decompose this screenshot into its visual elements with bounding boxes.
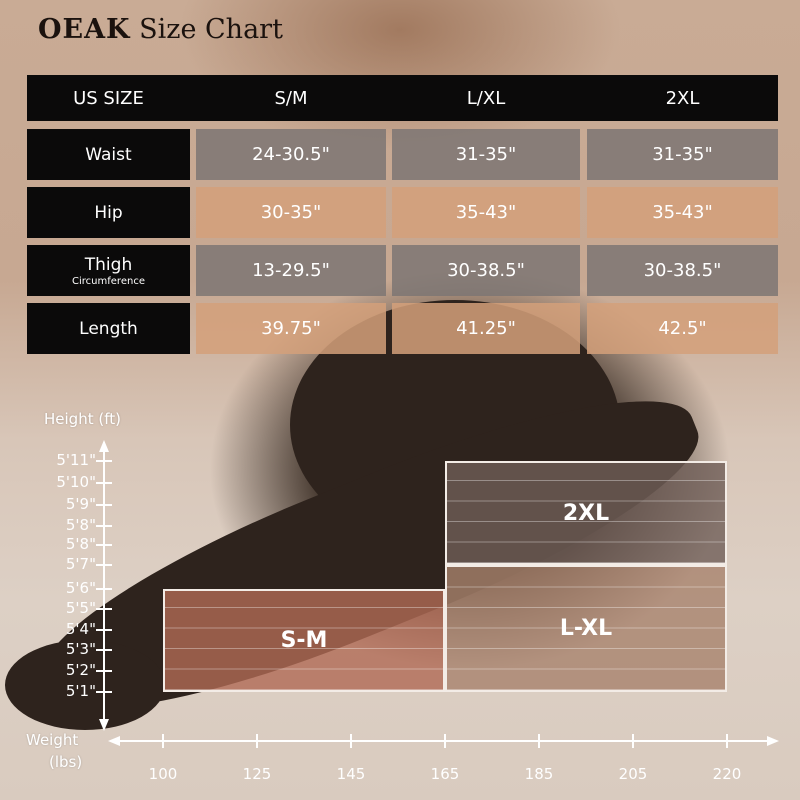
y-tick-label: 5'2" xyxy=(65,661,96,679)
brand-logo: OEAK xyxy=(38,14,131,45)
y-axis-arrow-down xyxy=(99,719,109,731)
row-label: Length xyxy=(27,303,190,354)
size-region-s-m: S-M xyxy=(163,589,445,692)
row-label: Thigh Circumference xyxy=(27,245,190,296)
x-axis-label-line2: (lbs) xyxy=(49,753,83,771)
header-lxl: L/XL xyxy=(392,75,580,121)
x-tick-label: 125 xyxy=(242,765,272,783)
x-axis-arrow-right xyxy=(767,736,779,746)
y-tick-label: 5'8" xyxy=(65,516,96,534)
header-2xl: 2XL xyxy=(587,75,778,121)
size-region-2xl: 2XL xyxy=(445,461,727,565)
table-row: Waist 24-30.5" 31-35" 31-35" xyxy=(27,129,778,180)
size-region-l-xl: L-XL xyxy=(445,565,727,692)
table-cell: 30-35" xyxy=(196,187,386,238)
y-tick-label: 5'9" xyxy=(65,495,96,513)
x-axis-arrow xyxy=(108,736,120,746)
table-row: Length 39.75" 41.25" 42.5" xyxy=(27,303,778,354)
y-axis-label: Height (ft) xyxy=(44,410,121,428)
table-cell: 42.5" xyxy=(587,303,778,354)
row-label-text: Waist xyxy=(85,144,132,165)
x-tick-label: 205 xyxy=(618,765,648,783)
row-label: Hip xyxy=(27,187,190,238)
header-us-size: US SIZE xyxy=(27,75,190,121)
x-tick-label: 100 xyxy=(148,765,178,783)
size-region-label: 2XL xyxy=(562,500,610,526)
y-tick-label: 5'4" xyxy=(65,620,96,638)
table-cell: 24-30.5" xyxy=(196,129,386,180)
y-tick-label: 5'5" xyxy=(65,599,96,617)
row-label-text: Length xyxy=(79,318,138,339)
y-tick-label: 5'8" xyxy=(65,535,96,553)
background-photo-foot xyxy=(5,640,165,730)
table-cell: 35-43" xyxy=(392,187,580,238)
table-cell: 35-43" xyxy=(587,187,778,238)
y-tick-label: 5'6" xyxy=(65,579,96,597)
x-tick-label: 165 xyxy=(430,765,460,783)
table-cell: 31-35" xyxy=(587,129,778,180)
row-sublabel: Circumference xyxy=(72,275,145,287)
table-header-row: US SIZE S/M L/XL 2XL xyxy=(27,75,778,121)
y-tick-label: 5'10" xyxy=(56,473,96,491)
size-region-label: S-M xyxy=(280,628,328,653)
y-axis-arrow-up xyxy=(99,440,109,452)
row-label: Waist xyxy=(27,129,190,180)
table-cell: 31-35" xyxy=(392,129,580,180)
row-label-text: Thigh xyxy=(84,254,133,275)
title-text: Size Chart xyxy=(139,14,283,45)
x-tick-label: 185 xyxy=(524,765,554,783)
x-axis-label-line1: Weight xyxy=(26,731,79,749)
y-tick-label: 5'3" xyxy=(65,640,96,658)
page-title: OEAK Size Chart xyxy=(38,14,283,45)
row-label-text: Hip xyxy=(94,202,123,223)
table-row: Hip 30-35" 35-43" 35-43" xyxy=(27,187,778,238)
y-tick-label: 5'11" xyxy=(56,451,96,469)
table-cell: 41.25" xyxy=(392,303,580,354)
x-tick-label: 145 xyxy=(336,765,366,783)
size-region-label: L-XL xyxy=(559,616,613,641)
y-tick-label: 5'1" xyxy=(65,682,96,700)
header-sm: S/M xyxy=(196,75,386,121)
table-cell: 39.75" xyxy=(196,303,386,354)
table-cell: 13-29.5" xyxy=(196,245,386,296)
table-cell: 30-38.5" xyxy=(587,245,778,296)
table-cell: 30-38.5" xyxy=(392,245,580,296)
table-row: Thigh Circumference 13-29.5" 30-38.5" 30-38.… xyxy=(27,245,778,296)
x-tick-label: 220 xyxy=(712,765,742,783)
y-tick-label: 5'7" xyxy=(65,555,96,573)
